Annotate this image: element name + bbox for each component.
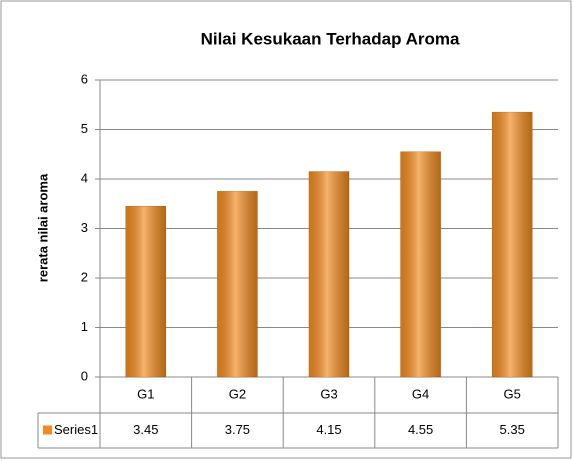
y-tick-label: 0 — [81, 368, 88, 383]
y-tick-label: 6 — [81, 71, 88, 86]
y-axis-label: rerata nilai aroma — [35, 173, 50, 282]
y-tick-label: 5 — [81, 121, 88, 136]
bar-shade — [309, 171, 349, 377]
y-tick-label: 4 — [81, 170, 88, 185]
bar-shade — [400, 151, 441, 377]
y-tick-label: 1 — [81, 319, 88, 334]
legend-label: Series1 — [54, 422, 98, 437]
bar-shade — [125, 206, 166, 377]
bar-shade — [492, 112, 533, 378]
x-tick-label: G2 — [229, 386, 246, 401]
table-value: 3.45 — [133, 422, 158, 437]
table-value: 3.75 — [225, 422, 250, 437]
x-tick-label: G4 — [412, 386, 429, 401]
table-value: 5.35 — [500, 422, 525, 437]
y-tick-label: 2 — [81, 269, 88, 284]
y-tick-label: 3 — [81, 220, 88, 235]
table-value: 4.15 — [316, 422, 341, 437]
table-value: 4.55 — [408, 422, 433, 437]
legend-swatch — [43, 425, 52, 435]
chart-title: Nilai Kesukaan Terhadap Aroma — [201, 29, 460, 48]
bar-shade — [217, 191, 258, 377]
x-tick-label: G5 — [504, 386, 521, 401]
x-tick-label: G1 — [137, 386, 154, 401]
x-tick-label: G3 — [320, 386, 337, 401]
